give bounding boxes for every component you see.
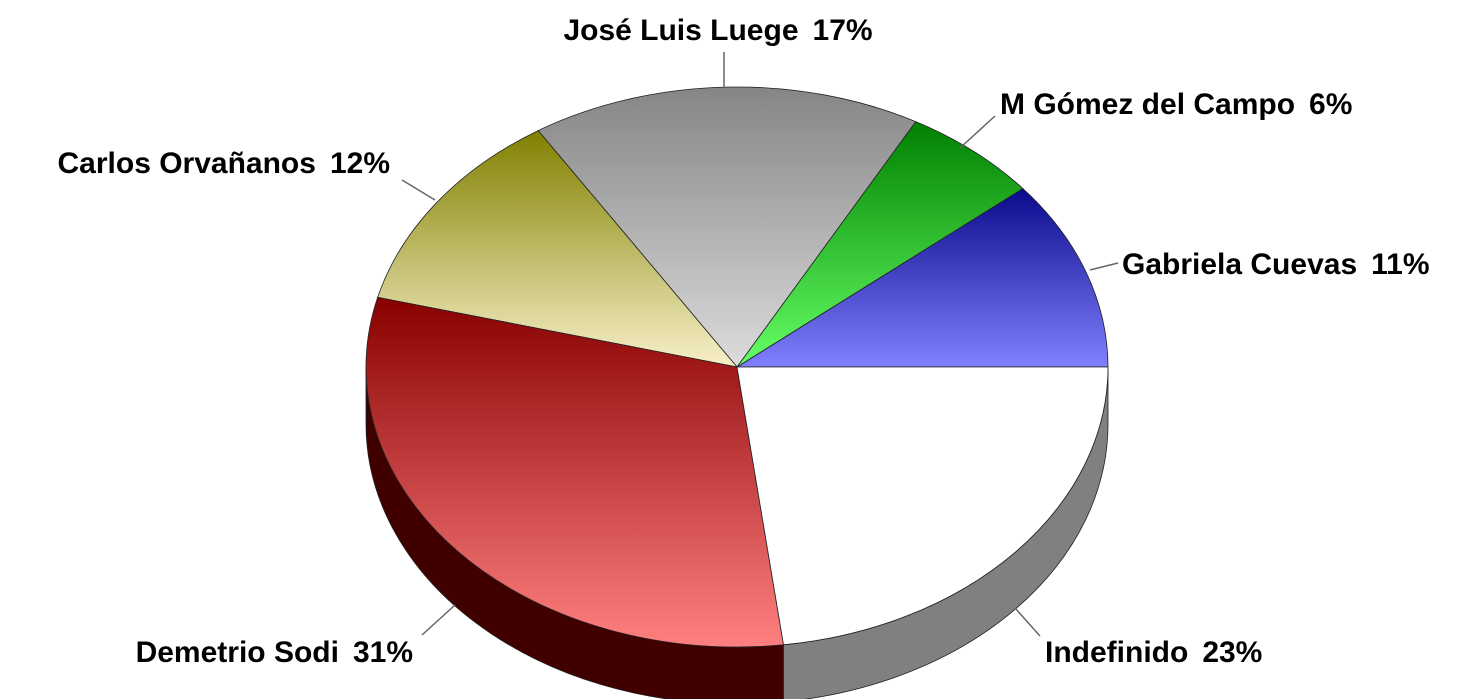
slice xyxy=(735,188,1109,368)
slice-label-value: 17% xyxy=(813,14,873,47)
slice-label-value: 6% xyxy=(1309,88,1352,121)
slice-label: Demetrio Sodi 31% xyxy=(136,636,413,669)
leader-line xyxy=(959,115,996,149)
leader-line xyxy=(401,179,436,201)
slice-label-name: Gabriela Cuevas xyxy=(1122,248,1357,281)
slice-label-name: Demetrio Sodi xyxy=(136,636,339,669)
slice-label-value: 23% xyxy=(1202,636,1262,669)
leader-line xyxy=(1089,262,1119,271)
slice xyxy=(377,130,739,368)
slice-label-value: 12% xyxy=(330,147,390,180)
slice xyxy=(736,366,1109,646)
slice xyxy=(365,296,784,648)
slice xyxy=(537,86,917,368)
slice-label-value: 11% xyxy=(1371,248,1429,281)
leader-line xyxy=(421,604,456,636)
slice-label-name: Indefinido xyxy=(1045,636,1188,669)
slice-label: Indefinido 23% xyxy=(1045,636,1262,669)
slice-label: Gabriela Cuevas 11% xyxy=(1122,248,1430,281)
slice-label-name: Carlos Orvañanos xyxy=(58,147,316,180)
slice-label-name: M Gómez del Campo xyxy=(1000,88,1295,121)
slice-label: José Luis Luege 17% xyxy=(563,14,872,47)
slice-label: M Gómez del Campo 6% xyxy=(1000,88,1352,121)
slice xyxy=(736,121,1024,368)
slice-label-name: José Luis Luege xyxy=(563,14,798,47)
leader-line xyxy=(1014,607,1041,637)
slice-label: Carlos Orvañanos 12% xyxy=(58,147,390,180)
slice-label-value: 31% xyxy=(353,636,413,669)
